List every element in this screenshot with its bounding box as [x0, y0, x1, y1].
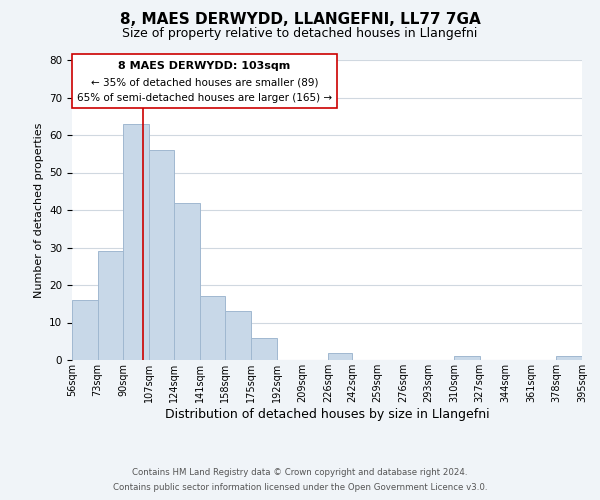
Bar: [328, 352, 352, 360]
Bar: [123, 124, 149, 360]
Bar: [200, 296, 226, 360]
Bar: [98, 251, 123, 360]
Text: 65% of semi-detached houses are larger (165) →: 65% of semi-detached houses are larger (…: [77, 94, 332, 104]
Bar: [149, 150, 175, 360]
Text: Contains public sector information licensed under the Open Government Licence v3: Contains public sector information licen…: [113, 483, 487, 492]
Text: Size of property relative to detached houses in Llangefni: Size of property relative to detached ho…: [122, 28, 478, 40]
Text: 8 MAES DERWYDD: 103sqm: 8 MAES DERWYDD: 103sqm: [118, 61, 291, 71]
Text: 8, MAES DERWYDD, LLANGEFNI, LL77 7GA: 8, MAES DERWYDD, LLANGEFNI, LL77 7GA: [119, 12, 481, 28]
X-axis label: Distribution of detached houses by size in Llangefni: Distribution of detached houses by size …: [164, 408, 490, 420]
Y-axis label: Number of detached properties: Number of detached properties: [34, 122, 44, 298]
FancyBboxPatch shape: [72, 54, 337, 108]
Bar: [251, 338, 277, 360]
Text: Contains HM Land Registry data © Crown copyright and database right 2024.: Contains HM Land Registry data © Crown c…: [132, 468, 468, 477]
Bar: [72, 300, 98, 360]
Bar: [556, 356, 582, 360]
Bar: [226, 311, 251, 360]
Bar: [454, 356, 479, 360]
Text: ← 35% of detached houses are smaller (89): ← 35% of detached houses are smaller (89…: [91, 77, 319, 87]
Bar: [175, 202, 200, 360]
